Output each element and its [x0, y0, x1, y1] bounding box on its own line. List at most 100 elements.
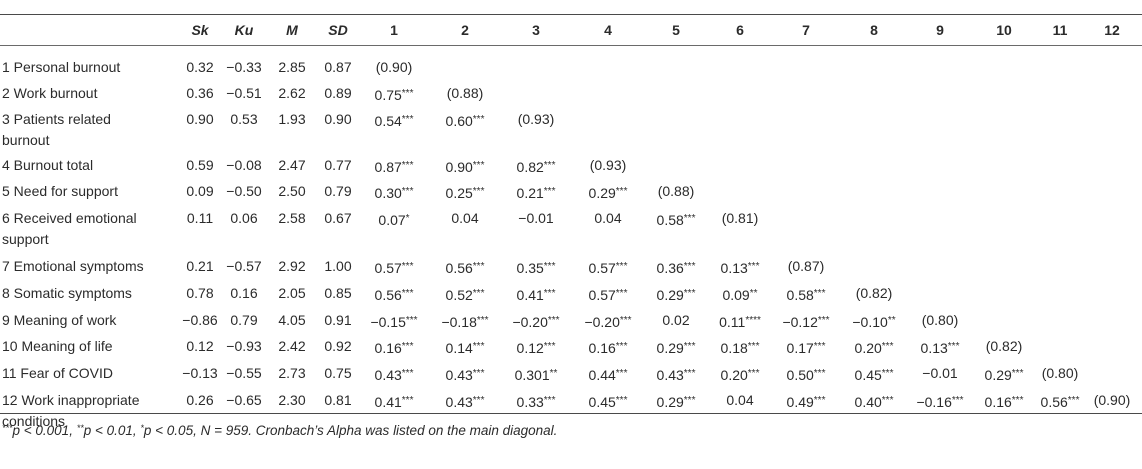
row-label: 12 Work inappropriate conditions [2, 392, 140, 429]
correlation-value: 0.90 [445, 159, 473, 175]
correlation-cell: 0.20*** [814, 337, 934, 358]
correlation-value: 0.58 [656, 212, 684, 228]
alpha-diagonal-cell: (0.81) [721, 210, 759, 226]
correlation-cell: 0.20 *** [680, 364, 800, 385]
row-label: 9 Meaning of work [2, 312, 117, 328]
column-header: 11 [1052, 22, 1068, 38]
correlation-cell: 0.16 *** [944, 391, 1064, 412]
correlation-cell: 0.56*** [1000, 391, 1120, 412]
stat-m-cell: 2.85 [278, 59, 306, 75]
stat-sd-cell: 0.81 [324, 392, 352, 408]
footnote-text-2: p < 0.01, [83, 423, 141, 438]
significance-marker: *** [951, 395, 964, 406]
correlation-cell: 0.16*** [548, 337, 668, 358]
correlation-value: 0.16 [374, 340, 402, 356]
correlation-cell: 0.25*** [405, 182, 525, 203]
correlation-cell: 0.52*** [405, 284, 525, 305]
significance-marker: *** [1011, 368, 1024, 379]
footnote-sig-marker-2: ** [76, 423, 84, 433]
correlation-cell: 0.04 [594, 210, 622, 226]
correlation-value: 0.16 [984, 394, 1012, 410]
correlation-cell: 0.29*** [616, 284, 736, 305]
correlation-cell: 0.07* [334, 209, 454, 230]
column-header: 10 [996, 22, 1012, 38]
correlation-cell: 0.17*** [746, 337, 866, 358]
column-header: 8 [870, 22, 878, 38]
correlation-cell: 0.41*** [476, 284, 596, 305]
correlation-value: 0.20 [720, 367, 748, 383]
correlation-value: 0.11 [719, 314, 746, 330]
alpha-diagonal-cell: (0.80) [1041, 365, 1079, 381]
correlation-cell: −0.15*** [334, 311, 454, 332]
correlation-cell: 0.45*** [548, 391, 668, 412]
correlation-value: 0.29 [656, 340, 684, 356]
alpha-diagonal-cell: (0.90) [375, 59, 413, 75]
correlation-value: 0.49 [786, 394, 814, 410]
significance-marker: *** [615, 368, 628, 379]
stat-m-cell: 2.92 [278, 258, 306, 274]
significance-marker: *** [472, 288, 485, 299]
significance-marker: *** [813, 395, 826, 406]
stat-sk-cell: 0.26 [186, 392, 214, 408]
significance-marker: *** [401, 160, 414, 171]
stat-sk-cell: 0.21 [186, 258, 214, 274]
correlation-value: 0.58 [786, 287, 814, 303]
stat-sd-cell: 0.92 [324, 338, 352, 354]
correlation-value: 0.41 [374, 394, 402, 410]
correlation-value: −0.12 [782, 314, 818, 330]
correlation-cell: 0.57*** [548, 257, 668, 278]
correlation-value: 0.25 [445, 185, 473, 201]
correlation-cell: 0.87*** [334, 156, 454, 177]
stat-ku-cell: 0.06 [230, 210, 258, 226]
significance-marker: *** [472, 368, 485, 379]
significance-marker: *** [615, 186, 628, 197]
correlation-value: −0.10 [852, 314, 888, 330]
significance-marker: *** [683, 368, 696, 379]
column-header: Ku [234, 22, 254, 38]
significance-marker: *** [683, 341, 696, 352]
column-header: 9 [936, 22, 944, 38]
stat-sk-cell: 0.32 [186, 59, 214, 75]
correlation-cell: 0.75*** [334, 84, 454, 105]
correlation-cell: −0.10** [814, 311, 934, 332]
correlation-cell: 0.30*** [334, 182, 454, 203]
correlation-value: 0.75 [374, 87, 402, 103]
correlation-value: 0.60 [445, 113, 473, 129]
correlation-cell: 0.57*** [334, 257, 454, 278]
alpha-diagonal-cell: (0.90) [1093, 392, 1131, 408]
significance-marker: *** [405, 315, 418, 326]
significance-marker: *** [472, 186, 485, 197]
row-label: 5 Need for support [2, 183, 118, 199]
correlation-value: 0.44 [588, 367, 616, 383]
significance-marker: *** [1067, 395, 1080, 406]
correlation-cell: 0.60*** [405, 110, 525, 131]
correlation-value: −0.20 [584, 314, 620, 330]
significance-marker: *** [881, 341, 894, 352]
correlation-cell: 0.43*** [405, 364, 525, 385]
significance-marker: ** [549, 368, 558, 379]
row-label: 6 Received emotional support [2, 210, 137, 247]
alpha-diagonal-cell: (0.80) [921, 312, 959, 328]
correlation-value: 0.09 [722, 287, 750, 303]
significance-marker: *** [615, 261, 628, 272]
significance-marker: *** [547, 315, 560, 326]
correlation-cell: −0.20*** [476, 311, 596, 332]
stat-sk-cell: 0.09 [186, 183, 214, 199]
stat-ku-cell: 0.79 [230, 312, 258, 328]
correlation-cell: 0.04 [726, 392, 754, 408]
correlation-value: 0.33 [516, 394, 544, 410]
stat-m-cell: 2.73 [278, 365, 306, 381]
column-header: Sk [191, 22, 209, 38]
significance-marker: *** [747, 261, 760, 272]
stat-ku-cell: −0.65 [226, 392, 262, 408]
correlation-cell: 0.04 [451, 210, 479, 226]
significance-marker: *** [747, 341, 760, 352]
correlation-value: 0.30 [374, 185, 402, 201]
correlation-value: 0.52 [445, 287, 473, 303]
correlation-cell: 0.18*** [680, 337, 800, 358]
significance-marker: *** [683, 395, 696, 406]
correlation-cell: 0.57*** [548, 284, 668, 305]
stat-ku-cell: −0.55 [226, 365, 262, 381]
correlation-cell: 0.58*** [616, 209, 736, 230]
stat-sd-cell: 0.89 [324, 85, 352, 101]
